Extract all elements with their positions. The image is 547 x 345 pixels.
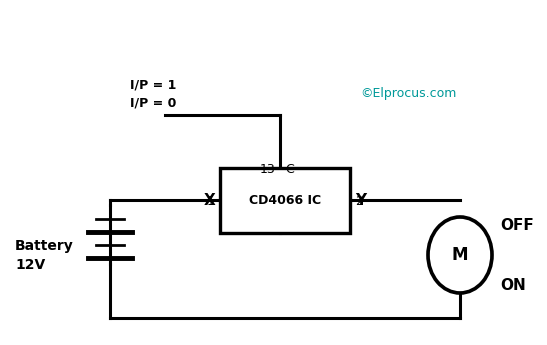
Text: OFF: OFF <box>500 217 534 233</box>
Text: Battery: Battery <box>15 239 74 253</box>
Text: ©Elprocus.com: ©Elprocus.com <box>360 87 456 99</box>
Text: C: C <box>285 163 294 176</box>
Text: ON: ON <box>500 277 526 293</box>
Text: I/P = 0: I/P = 0 <box>130 97 176 109</box>
Text: X: X <box>203 193 215 208</box>
Text: I/P = 1: I/P = 1 <box>130 79 176 91</box>
Text: 2: 2 <box>355 195 363 208</box>
Text: M: M <box>452 246 468 264</box>
Text: 1: 1 <box>207 195 215 208</box>
Text: 12V: 12V <box>15 258 45 272</box>
Text: Y: Y <box>355 193 366 208</box>
Text: CD4066 IC: CD4066 IC <box>249 194 321 207</box>
Text: 13: 13 <box>259 163 275 176</box>
Bar <box>220 168 350 233</box>
